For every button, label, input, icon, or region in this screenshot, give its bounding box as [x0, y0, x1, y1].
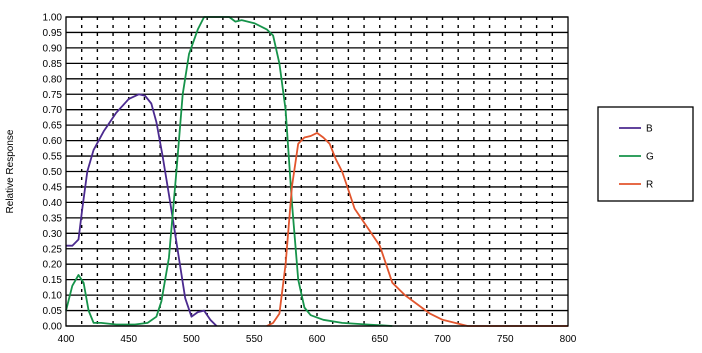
- series-lines: [65, 16, 568, 327]
- y-tick-label: 0.80: [43, 74, 63, 85]
- x-tick-label: 650: [371, 334, 388, 345]
- y-tick-label: 0.40: [43, 198, 63, 209]
- axes: 0.00 0.05 0.10 0.15 0.20 0.25 0.30 0.35 0.40 0.45…: [5, 13, 577, 346]
- y-tick-label: 0.15: [43, 275, 63, 286]
- y-tick-label: 0.45: [43, 182, 63, 193]
- legend-label: B: [646, 124, 653, 135]
- legend-label: R: [646, 180, 653, 191]
- y-tick-label: 1.00: [43, 13, 63, 24]
- x-tick-label: 700: [434, 334, 451, 345]
- y-axis-title: Relative Response: [5, 129, 16, 213]
- plot-frame: [65, 16, 569, 327]
- y-tick-label: 0.75: [43, 90, 63, 101]
- x-tick-label: 500: [183, 334, 200, 345]
- y-tick-label: 0.65: [43, 121, 63, 132]
- y-tick-label: 0.85: [43, 59, 63, 70]
- y-tick-label: 0.50: [43, 167, 63, 178]
- y-tick-label: 0.70: [43, 105, 63, 116]
- x-tick-label: 600: [309, 334, 326, 345]
- series-line-g: [65, 16, 393, 327]
- x-tick-label: 400: [58, 334, 75, 345]
- series-line-r: [266, 132, 568, 327]
- x-tick-label: 750: [497, 334, 514, 345]
- y-tick-label: 0.35: [43, 213, 63, 224]
- y-tick-label: 0.00: [43, 322, 63, 333]
- y-tick-label: 0.10: [43, 291, 63, 302]
- x-tick-label: 450: [120, 334, 137, 345]
- y-tick-label: 0.90: [43, 43, 63, 54]
- y-tick-label: 0.20: [43, 260, 63, 271]
- y-tick-label: 0.30: [43, 229, 63, 240]
- legend-label: G: [646, 152, 654, 163]
- y-tick-label: 0.05: [43, 306, 63, 317]
- y-tick-label: 0.55: [43, 152, 63, 163]
- legend-box: [597, 106, 694, 202]
- x-tick-label: 800: [560, 334, 577, 345]
- y-tick-label: 0.60: [43, 136, 63, 147]
- x-tick-label: 550: [246, 334, 263, 345]
- series-line-b: [66, 93, 218, 327]
- legend: B G R: [597, 106, 694, 202]
- y-tick-label: 0.25: [43, 244, 63, 255]
- grid: [66, 16, 568, 327]
- y-tick-label: 0.95: [43, 28, 63, 39]
